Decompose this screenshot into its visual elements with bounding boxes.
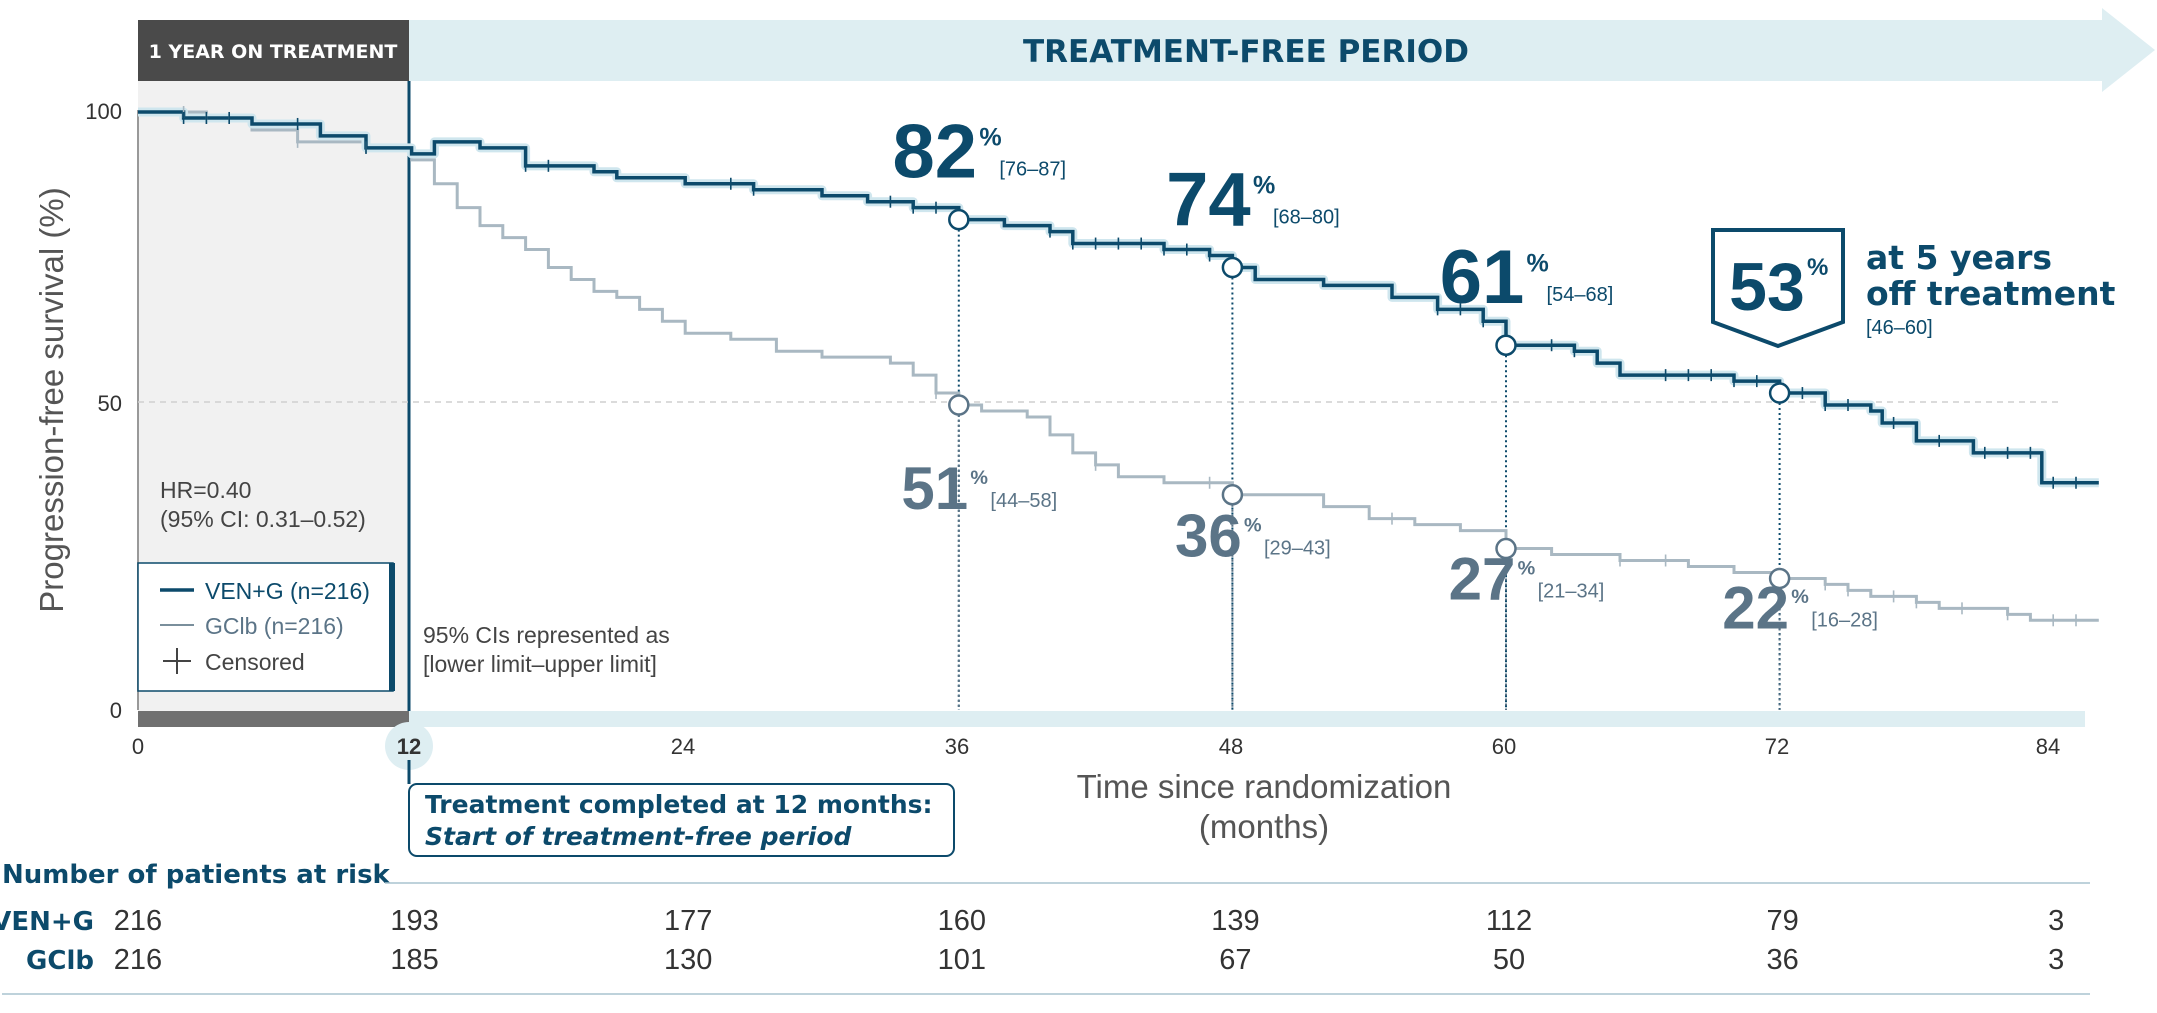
gclb-curve [138, 110, 2099, 622]
annotation-labels: 82 %[76–87] 74 %[68–80]61 %[54–68]51 %[44–58]… [893, 110, 1878, 642]
survival-pct-label: 51 [901, 455, 968, 522]
risk-table-rows: VEN+G 216 193 177 160 139 112 79 3 GClb 216 185 130 1… [0, 905, 2064, 976]
risk-cell: 216 [114, 905, 162, 937]
risk-cell: 3 [2048, 905, 2064, 937]
x-tick-label: 0 [132, 734, 144, 759]
survival-pct-label: 36 [1175, 503, 1242, 570]
header-on-treatment-label: 1 YEAR ON TREATMENT [149, 41, 398, 63]
survival-ci-label: [21–34] [1538, 581, 1605, 603]
survival-ci-label: [76–87] [999, 159, 1066, 181]
y-tick-label: 0 [110, 698, 122, 723]
risk-cell: 160 [938, 905, 986, 937]
ci-note-line2: [lower limit–upper limit] [423, 651, 657, 677]
risk-cell: 185 [390, 944, 438, 976]
y-tick-label: 50 [98, 391, 122, 416]
survival-marker [1495, 537, 1517, 560]
legend-ven-label: VEN+G (n=216) [205, 578, 370, 604]
risk-cell: 139 [1211, 905, 1259, 937]
x-tick-label: 72 [1765, 734, 1789, 759]
legend-censored-label: Censored [205, 649, 305, 675]
x-tick-label: 48 [1219, 734, 1243, 759]
survival-pct-label: 27 [1449, 546, 1516, 613]
x-tick-label: 24 [671, 734, 695, 759]
legend-accent-bar [389, 563, 395, 691]
survival-pct-sign: % [1518, 557, 1536, 579]
risk-row-label: VEN+G [0, 907, 94, 937]
legend-box [137, 562, 394, 692]
x-tick-label: 36 [945, 734, 969, 759]
risk-cell: 79 [1766, 905, 1798, 937]
legend-gclb-label: GClb (n=216) [205, 613, 344, 639]
callout-pct-sign: % [1807, 254, 1828, 281]
survival-pct-label: 61 [1440, 235, 1525, 320]
survival-pct-label: 22 [1722, 574, 1789, 641]
risk-cell: 130 [664, 944, 712, 976]
callout-ci: [46–60] [1866, 317, 1933, 339]
survival-marker [1768, 382, 1791, 404]
survival-ci-label: [29–43] [1264, 538, 1331, 560]
header-on-treatment-bg [138, 20, 409, 81]
treatment-completed-box [408, 783, 955, 857]
x-axis-band-light [409, 711, 2085, 727]
callout-shield [1711, 228, 1845, 349]
survival-pct-sign: % [1244, 515, 1262, 537]
legend-censored-icon [163, 648, 191, 674]
survival-marker [1768, 567, 1791, 590]
survival-pct-sign: % [1527, 249, 1549, 277]
callout-pct: 53 [1729, 249, 1805, 325]
callout-line1: at 5 years [1866, 238, 2052, 277]
risk-cell: 193 [390, 905, 438, 937]
callout-line2: off treatment [1866, 274, 2116, 313]
x-tick-label: 84 [2036, 734, 2060, 759]
survival-ci-label: [16–28] [1811, 609, 1878, 631]
risk-cell: 36 [1766, 944, 1798, 976]
treatment-box-line2: Start of treatment-free period [425, 822, 852, 851]
risk-cell: 67 [1219, 944, 1251, 976]
survival-pct-sign: % [1791, 586, 1809, 608]
survival-marker [1495, 334, 1517, 356]
x-axis-title-line2: (months) [1199, 808, 1329, 845]
survival-ci-label: [68–80] [1273, 206, 1340, 228]
x-tick-label-12: 12 [397, 734, 421, 759]
risk-cell: 177 [664, 905, 712, 937]
x-axis-title-line1: Time since randomization [1077, 768, 1452, 805]
risk-cell: 101 [938, 944, 986, 976]
survival-ci-label: [54–68] [1547, 284, 1614, 306]
survival-pct-label: 74 [1166, 157, 1251, 242]
header-treatment-free-label: TREATMENT-FREE PERIOD [1023, 34, 1469, 70]
survival-pct-label: 82 [893, 110, 978, 195]
hr-text-line1: HR=0.40 [160, 477, 251, 503]
droplines [957, 219, 1781, 710]
ci-note-line1: 95% CIs represented as [423, 622, 670, 648]
hr-text-line2: (95% CI: 0.31–0.52) [160, 506, 366, 532]
survival-pct-sign: % [1253, 172, 1275, 200]
risk-cell: 216 [114, 944, 162, 976]
annotation-markers [948, 208, 1791, 590]
risk-table-title: Number of patients at risk [2, 860, 391, 890]
survival-ci-label: [44–58] [990, 490, 1057, 512]
risk-cell: 3 [2048, 944, 2064, 976]
risk-cell: 50 [1493, 944, 1525, 976]
x-tick-12-circle [385, 722, 433, 770]
risk-cell: 112 [1486, 905, 1532, 937]
km-curves [138, 107, 2099, 622]
x-tick-label: 60 [1492, 734, 1516, 759]
risk-row-label: GClb [26, 946, 94, 976]
survival-marker [1221, 256, 1244, 279]
survival-pct-sign: % [970, 467, 988, 489]
header-treatment-free-arrow [409, 8, 2155, 92]
survival-marker [1221, 483, 1244, 506]
treatment-box-line1: Treatment completed at 12 months: [425, 790, 933, 819]
survival-marker [948, 208, 970, 231]
y-axis-title: Progression-free survival (%) [33, 187, 70, 612]
survival-pct-sign: % [979, 124, 1001, 152]
censor-marks [182, 106, 2077, 627]
survival-marker [948, 394, 970, 416]
y-tick-label: 100 [85, 99, 122, 124]
x-axis-band-dark [138, 711, 409, 727]
